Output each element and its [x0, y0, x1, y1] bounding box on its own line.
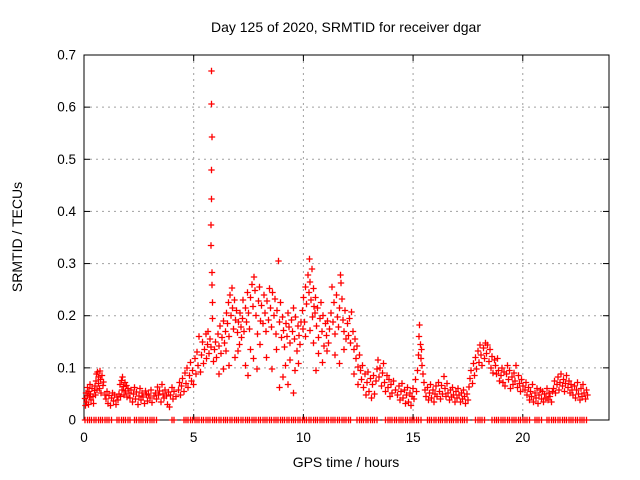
y-tick-label: 0	[68, 413, 76, 428]
x-tick-label: 10	[296, 430, 311, 445]
y-tick-label: 0.7	[57, 48, 76, 63]
x-tick-label: 15	[406, 430, 421, 445]
chart-title: Day 125 of 2020, SRMTID for receiver dga…	[211, 19, 481, 35]
x-axis-label: GPS time / hours	[293, 454, 400, 470]
gridlines	[84, 55, 609, 420]
y-tick-label: 0.6	[57, 100, 76, 115]
y-tick-label: 0.3	[57, 256, 76, 271]
y-tick-label: 0.4	[57, 204, 76, 219]
x-tick-label: 5	[190, 430, 198, 445]
x-tick-label: 0	[80, 430, 88, 445]
scatter-points	[81, 67, 591, 424]
plot-border	[83, 54, 610, 421]
tick-labels: 0 5 10 15 20 0 0.1 0.2 0.3 0.4 0.5 0.6 0.7	[57, 48, 530, 446]
y-tick-label: 0.1	[57, 360, 76, 375]
y-axis-label: SRMTID / TECUs	[9, 182, 25, 292]
axis-ticks	[83, 54, 609, 421]
x-tick-label: 20	[515, 430, 530, 445]
y-tick-label: 0.2	[57, 308, 76, 323]
y-tick-label: 0.5	[57, 152, 76, 167]
